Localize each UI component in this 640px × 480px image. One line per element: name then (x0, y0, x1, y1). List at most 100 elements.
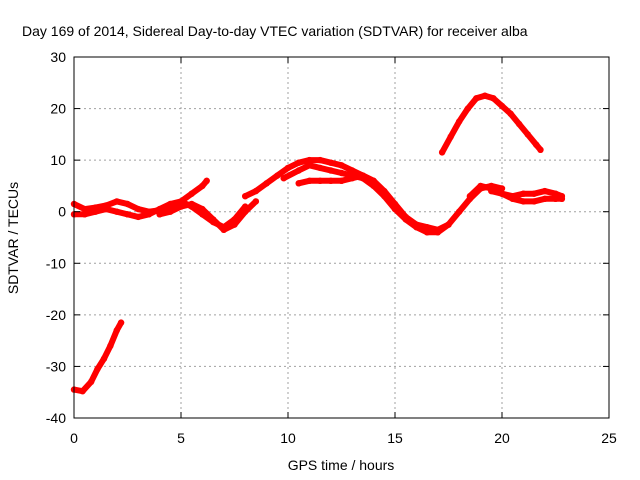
data-point (530, 198, 538, 205)
data-point (135, 205, 142, 213)
data-point (349, 175, 356, 182)
x-tick-label: 10 (280, 430, 296, 446)
data-point (509, 193, 516, 200)
y-tick-label: 10 (50, 152, 66, 168)
data-point (447, 133, 454, 141)
data-point (252, 198, 260, 205)
data-point (316, 164, 324, 172)
data-point (231, 221, 238, 228)
data-point (413, 221, 420, 228)
data-point (113, 327, 121, 334)
y-tick-label: 0 (58, 204, 66, 220)
data-point (537, 146, 544, 153)
plot-frame (73, 56, 610, 419)
data-point (284, 164, 292, 172)
x-tick-label: 0 (70, 430, 78, 446)
data-point (423, 224, 431, 231)
data-point (524, 131, 531, 138)
x-axis-label: GPS time / hours (288, 457, 395, 473)
series-band-arc-late-a (466, 182, 565, 205)
chart-title: Day 169 of 2014, Sidereal Day-to-day VTE… (22, 23, 528, 39)
data-point (515, 120, 523, 128)
x-tick-label: 15 (387, 430, 403, 446)
x-tick-label: 20 (494, 430, 510, 446)
data-point (79, 388, 86, 395)
data-point (199, 182, 206, 190)
data-point (338, 162, 345, 169)
data-point (520, 198, 527, 205)
data-point (490, 95, 497, 102)
y-tick-label: -30 (46, 358, 66, 374)
data-point (327, 167, 334, 174)
data-point (533, 141, 540, 148)
data-point (107, 342, 114, 349)
series-layer (70, 92, 566, 395)
data-point (327, 159, 334, 166)
data-point (498, 102, 506, 110)
data-point (188, 190, 195, 197)
data-point (466, 193, 474, 200)
data-point (280, 175, 287, 182)
data-point (274, 172, 281, 179)
data-point (295, 180, 302, 187)
data-point (456, 208, 463, 215)
y-tick-label: -10 (46, 255, 66, 271)
data-point (124, 211, 131, 218)
data-point (477, 182, 484, 190)
data-point (402, 213, 409, 221)
data-point (92, 208, 99, 215)
data-point (135, 213, 142, 221)
data-point (242, 208, 249, 215)
y-tick-label: -40 (46, 410, 66, 426)
data-point (541, 195, 548, 202)
data-point (438, 149, 446, 156)
data-point (167, 200, 174, 208)
data-point (102, 205, 110, 213)
x-tick-label: 5 (177, 430, 185, 446)
data-point (464, 105, 471, 112)
data-point (203, 177, 210, 184)
data-point (316, 177, 324, 184)
data-point (338, 169, 345, 177)
data-point (100, 355, 108, 362)
data-point (295, 167, 302, 174)
data-point (220, 226, 227, 233)
data-point (199, 205, 206, 213)
data-point (370, 177, 377, 184)
data-point (434, 226, 441, 233)
data-point (113, 198, 121, 205)
data-point (316, 156, 324, 164)
tick-layer (73, 56, 610, 419)
data-point (552, 190, 559, 197)
data-point (209, 216, 217, 223)
data-point (242, 193, 249, 200)
data-point (156, 205, 163, 213)
data-point (145, 211, 153, 218)
data-point (520, 190, 527, 197)
data-point (94, 365, 101, 373)
y-axis-label: SDTVAR / TECUs (5, 182, 21, 294)
data-point (327, 177, 334, 184)
data-point (338, 177, 345, 184)
data-point (558, 193, 566, 200)
data-point (359, 172, 367, 179)
data-point (349, 167, 356, 174)
y-tick-label: -20 (46, 307, 66, 323)
data-point (124, 200, 131, 208)
data-point (167, 208, 174, 215)
data-point (306, 156, 313, 164)
data-point (295, 159, 302, 166)
data-point (81, 211, 88, 218)
data-point (488, 187, 495, 195)
data-point (445, 221, 452, 228)
data-point (306, 162, 313, 169)
data-point (177, 198, 185, 205)
data-point (263, 180, 270, 187)
data-point (81, 205, 88, 213)
data-point (541, 187, 548, 195)
data-point (391, 200, 399, 208)
x-tick-label: 25 (601, 430, 617, 446)
data-point (530, 190, 538, 197)
